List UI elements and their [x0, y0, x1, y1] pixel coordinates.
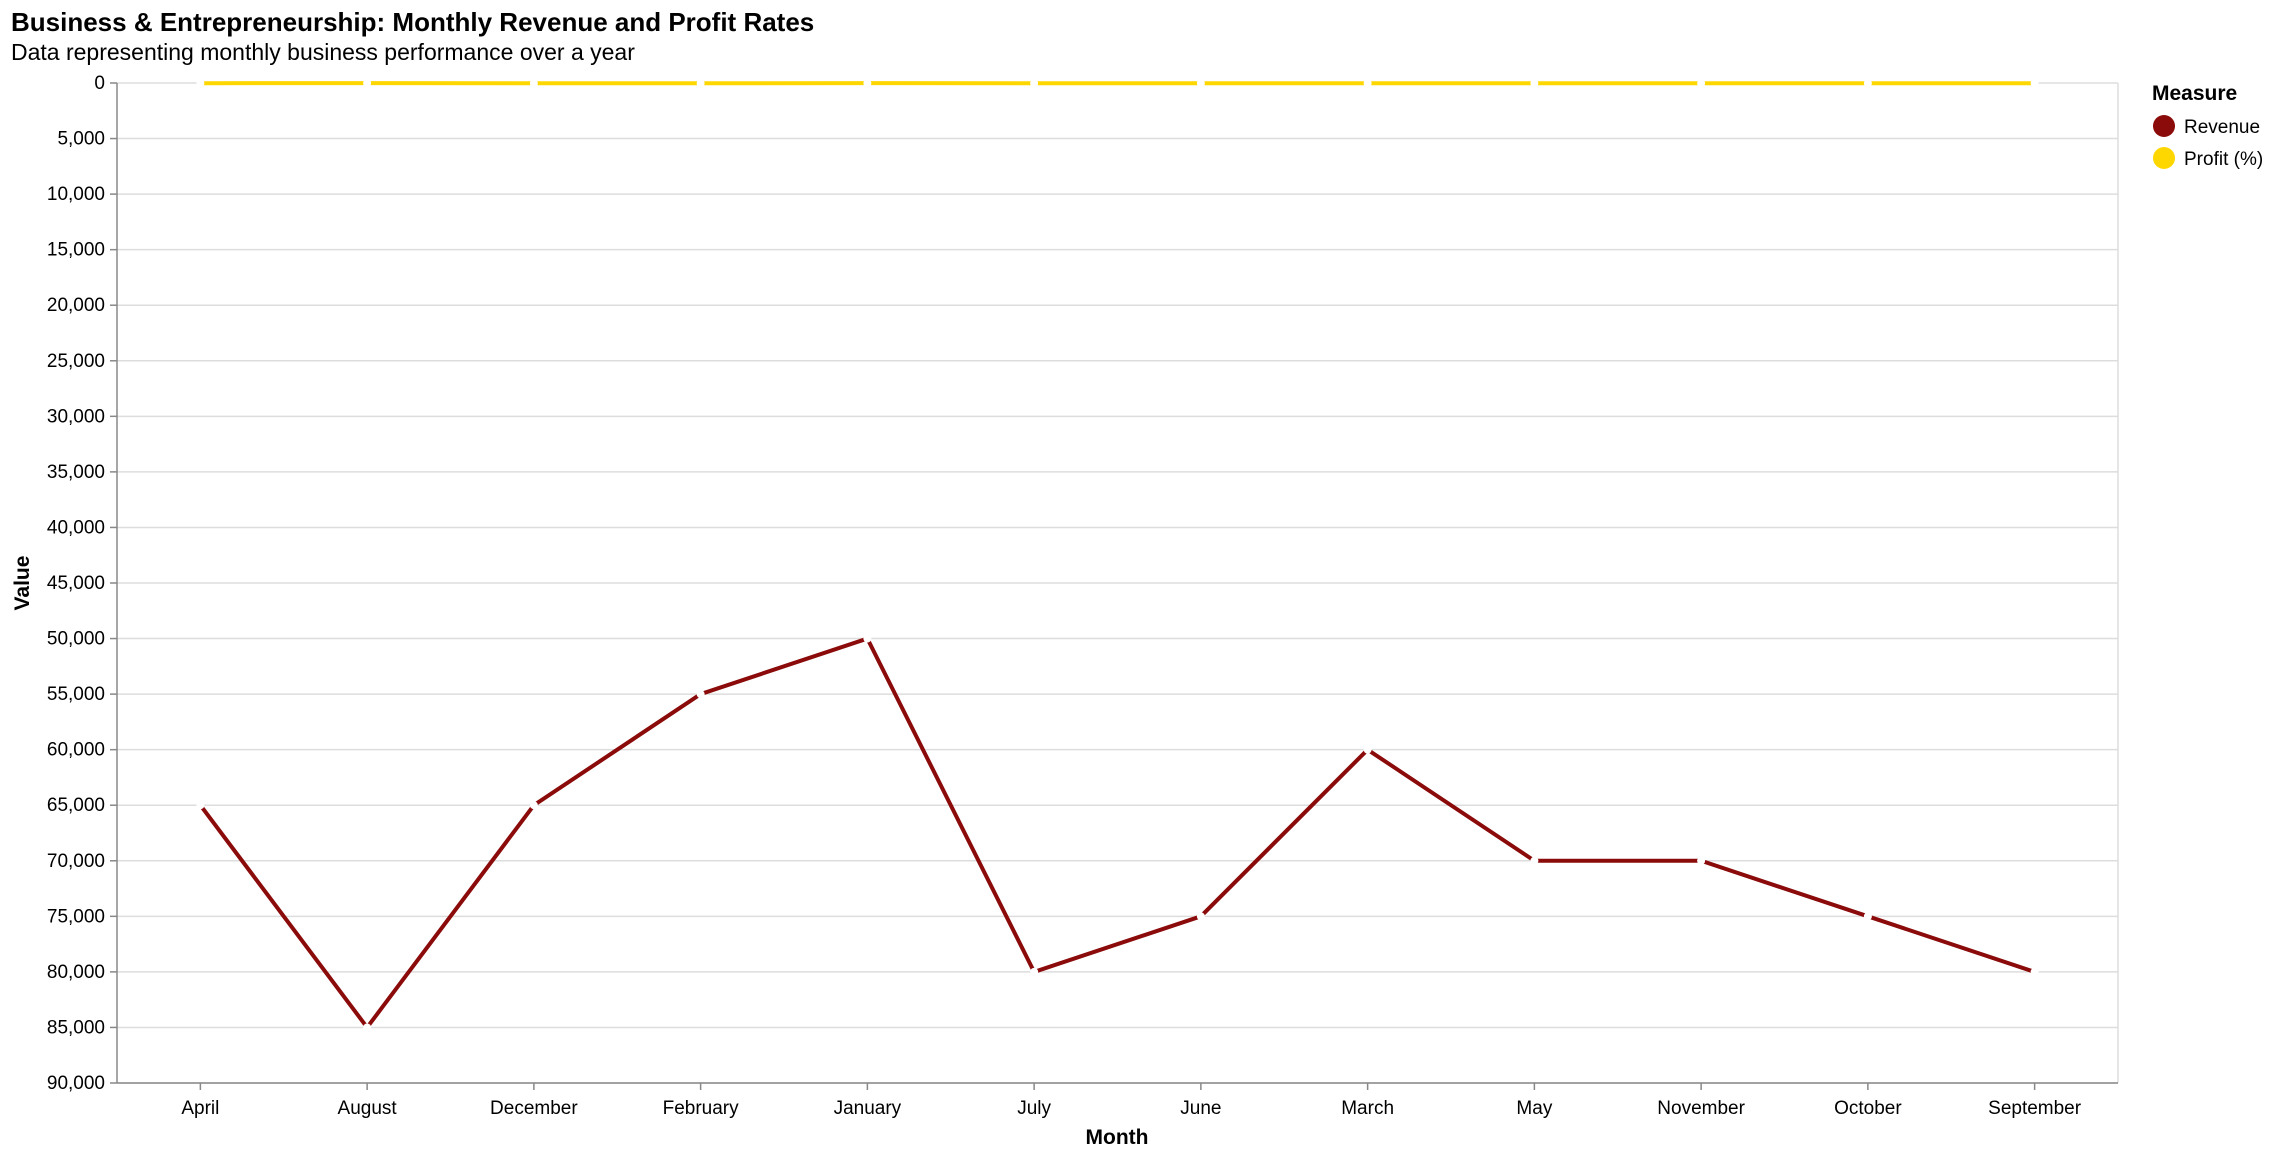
- data-point: [1864, 912, 1872, 920]
- legend-label: Profit (%): [2184, 149, 2263, 170]
- data-point: [2031, 968, 2039, 976]
- x-tick-label: March: [1341, 1098, 1394, 1119]
- x-axis-title: Month: [1086, 1126, 1149, 1149]
- legend-swatch: [2153, 147, 2175, 169]
- x-tick-label: November: [1657, 1098, 1745, 1119]
- y-tick-label: 85,000: [47, 1017, 105, 1038]
- y-tick-label: 80,000: [47, 962, 105, 983]
- y-tick-label: 30,000: [47, 406, 105, 427]
- y-axis-title: Value: [11, 556, 34, 611]
- y-tick-label: 25,000: [47, 351, 105, 372]
- data-point: [1530, 79, 1538, 87]
- x-tick-label: June: [1180, 1098, 1221, 1119]
- y-tick-label: 90,000: [47, 1073, 105, 1094]
- y-tick-label: 40,000: [47, 517, 105, 538]
- legend: Measure Revenue Profit (%): [2152, 82, 2263, 170]
- data-point: [697, 690, 705, 698]
- legend-title: Measure: [2152, 82, 2237, 105]
- gridlines: [117, 83, 2118, 1083]
- data-point: [863, 635, 871, 643]
- x-tick-label: February: [663, 1098, 740, 1119]
- y-tick-label: 35,000: [47, 462, 105, 483]
- data-point: [196, 79, 204, 87]
- x-tick-label: October: [1834, 1098, 1902, 1119]
- data-point: [697, 79, 705, 87]
- data-point: [1030, 968, 1038, 976]
- data-point: [1197, 912, 1205, 920]
- chart-title: Business & Entrepreneurship: Monthly Rev…: [11, 7, 814, 37]
- y-tick-label: 65,000: [47, 795, 105, 816]
- x-tick-label: December: [490, 1098, 578, 1119]
- data-point: [530, 79, 538, 87]
- data-point: [1197, 79, 1205, 87]
- data-point: [1030, 79, 1038, 87]
- y-tick-label: 55,000: [47, 684, 105, 705]
- y-tick-label: 20,000: [47, 295, 105, 316]
- y-tick-label: 0: [94, 73, 105, 94]
- data-point: [1530, 857, 1538, 865]
- data-point: [1364, 79, 1372, 87]
- y-tick-label: 60,000: [47, 740, 105, 761]
- y-tick-label: 45,000: [47, 573, 105, 594]
- y-tick-label: 50,000: [47, 629, 105, 650]
- y-tick-label: 70,000: [47, 851, 105, 872]
- x-tick-label: May: [1516, 1098, 1552, 1119]
- x-tick-label: September: [1988, 1098, 2082, 1119]
- x-tick-label: August: [338, 1098, 398, 1119]
- data-point: [1364, 746, 1372, 754]
- x-tick-label: July: [1017, 1098, 1051, 1119]
- x-tick-label: April: [181, 1098, 219, 1119]
- data-point: [1697, 857, 1705, 865]
- x-tick-label: January: [834, 1098, 902, 1119]
- data-point: [1697, 79, 1705, 87]
- data-point: [863, 79, 871, 87]
- legend-label: Revenue: [2184, 117, 2260, 138]
- y-tick-label: 10,000: [47, 184, 105, 205]
- y-tick-label: 5,000: [57, 129, 105, 150]
- data-point: [363, 79, 371, 87]
- series-layer: [196, 79, 2038, 1031]
- series-line-0: [200, 639, 2034, 1028]
- chart-subtitle: Data representing monthly business perfo…: [11, 39, 635, 65]
- y-tick-label: 75,000: [47, 906, 105, 927]
- data-point: [530, 801, 538, 809]
- y-axis: 0 5,000 10,000 15,000 20,000 25,000 30,000 35,0…: [47, 73, 117, 1094]
- x-axis: April August December February January July Ju…: [117, 1083, 2118, 1119]
- data-point: [196, 801, 204, 809]
- legend-swatch: [2153, 115, 2175, 137]
- data-point: [1864, 79, 1872, 87]
- data-point: [2031, 79, 2039, 87]
- data-point: [363, 1023, 371, 1031]
- y-tick-label: 15,000: [47, 240, 105, 261]
